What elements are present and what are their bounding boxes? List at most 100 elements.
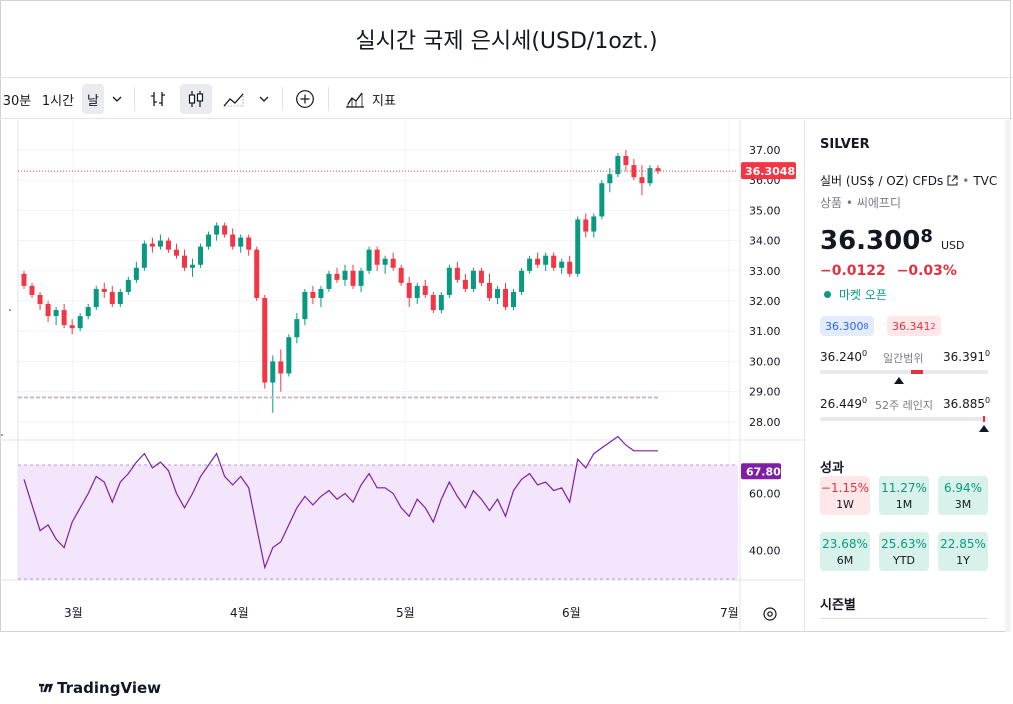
candle bbox=[198, 246, 204, 265]
candle bbox=[294, 319, 300, 338]
performance-value: 23.68% bbox=[822, 536, 868, 551]
candle bbox=[430, 294, 436, 311]
candle bbox=[165, 240, 171, 250]
day-high-value: 36.391 bbox=[943, 350, 985, 364]
chart-settings-gear-icon[interactable] bbox=[763, 607, 777, 621]
time-axis-label: 4월 bbox=[230, 606, 249, 620]
performance-period: 6M bbox=[836, 553, 854, 567]
candle bbox=[149, 243, 155, 247]
candle bbox=[494, 288, 500, 298]
symbol-sub-category[interactable]: 씨에프디 bbox=[856, 196, 901, 210]
page-title: 실시간 국제 은시세(USD/1ozt.) bbox=[0, 0, 1013, 78]
interval-1h-button[interactable]: 1시간 bbox=[41, 93, 75, 109]
candle bbox=[575, 219, 581, 274]
performance-period: 3M bbox=[954, 497, 972, 511]
candle bbox=[278, 361, 284, 374]
candle bbox=[599, 183, 605, 217]
candle bbox=[503, 288, 509, 308]
ask-value: 36.341 bbox=[892, 319, 931, 333]
candle bbox=[382, 258, 388, 265]
candle bbox=[607, 174, 613, 184]
candle bbox=[157, 240, 163, 247]
performance-title: 성과 bbox=[820, 461, 844, 476]
candle bbox=[334, 273, 340, 280]
bar-chart-icon[interactable] bbox=[142, 84, 174, 114]
area-chart-icon[interactable] bbox=[218, 84, 250, 114]
candle bbox=[406, 282, 412, 298]
chart-type-chevron-down-icon[interactable] bbox=[254, 84, 274, 114]
candle bbox=[141, 243, 147, 268]
candle bbox=[254, 249, 260, 298]
indicators-icon bbox=[346, 92, 365, 108]
ask-chip[interactable]: 36.341 2 bbox=[887, 316, 941, 336]
performance-cell-6m[interactable]: 23.68% 6M bbox=[820, 532, 870, 571]
performance-period: YTD bbox=[893, 553, 915, 567]
performance-cell-1w[interactable]: −1.15% 1W bbox=[820, 476, 870, 515]
last-price-sup: 8 bbox=[920, 226, 933, 247]
week52-high-sup: 0 bbox=[985, 396, 991, 405]
performance-value: 25.63% bbox=[881, 536, 927, 551]
day-range-label: 일간범위 bbox=[883, 352, 924, 365]
tradingview-logo-icon bbox=[39, 683, 54, 693]
candle bbox=[45, 304, 51, 317]
external-link-icon[interactable] bbox=[947, 175, 958, 186]
candle bbox=[527, 258, 533, 271]
candle bbox=[358, 270, 364, 286]
candle bbox=[366, 249, 372, 271]
candle bbox=[655, 168, 661, 172]
performance-period: 1W bbox=[836, 497, 854, 511]
price-axis-label: 33.00 bbox=[749, 265, 781, 278]
performance-value: 6.94% bbox=[943, 480, 983, 495]
candle bbox=[511, 291, 517, 308]
symbol-category[interactable]: 상품 bbox=[820, 196, 843, 210]
price-axis-label: 31.00 bbox=[749, 325, 781, 338]
performance-cell-1m[interactable]: 11.27% 1M bbox=[879, 476, 929, 515]
candle bbox=[422, 285, 428, 295]
week52-range-bar bbox=[820, 417, 988, 421]
candle bbox=[318, 288, 324, 298]
price-change: −0.0122 −0.03% bbox=[820, 263, 957, 279]
candle-chart-icon[interactable] bbox=[180, 84, 212, 114]
interval-dropdown-chevron-down-icon[interactable] bbox=[108, 84, 126, 114]
chart-toolbar: 30분 1시간 날 지표 bbox=[0, 79, 1013, 119]
price-chart[interactable]: 37.00 36.00 35.00 34.00 33.00 32.00 31.00 30.00… bbox=[0, 120, 803, 704]
day-high: 36.3910 bbox=[943, 349, 990, 364]
tradingview-watermark[interactable]: TradingView bbox=[33, 672, 161, 704]
dot-separator: • bbox=[845, 196, 857, 210]
candle bbox=[519, 270, 525, 292]
indicators-button[interactable]: 지표 bbox=[338, 84, 402, 114]
symbol-source[interactable]: TVC bbox=[973, 173, 998, 188]
symbol-name[interactable]: 실버 (US$ / OZ) CFDs bbox=[820, 174, 944, 188]
candle-series bbox=[18, 150, 738, 413]
symbol-category-line: 상품 • 씨에프디 bbox=[820, 194, 901, 211]
add-compare-icon[interactable] bbox=[290, 84, 320, 114]
candle bbox=[69, 325, 75, 329]
side-panel-scrollbar[interactable] bbox=[1005, 120, 1011, 632]
day-range-marker-icon bbox=[894, 377, 905, 384]
week52-low-sup: 0 bbox=[862, 396, 868, 405]
performance-cell-3m[interactable]: 6.94% 3M bbox=[938, 476, 988, 515]
market-status-text: 마켓 오픈 bbox=[839, 288, 887, 302]
week52-low: 26.4490 bbox=[820, 396, 867, 411]
bid-chip[interactable]: 36.300 8 bbox=[820, 316, 874, 336]
week52-range-marker-icon bbox=[978, 425, 989, 432]
price-change-abs: −0.0122 bbox=[820, 263, 886, 279]
candle bbox=[478, 270, 484, 283]
price-axis-label: 35.00 bbox=[749, 204, 781, 217]
interval-day-button[interactable]: 날 bbox=[82, 84, 104, 114]
candle bbox=[414, 285, 420, 298]
candle bbox=[117, 291, 123, 305]
performance-value: 11.27% bbox=[881, 480, 927, 495]
price-axis-label: 29.00 bbox=[749, 386, 781, 399]
candle bbox=[133, 267, 139, 280]
day-range-fill bbox=[911, 370, 924, 374]
toolbar-divider bbox=[134, 87, 135, 111]
candle bbox=[101, 288, 107, 292]
time-axis-label: 5월 bbox=[396, 606, 415, 620]
performance-cell-ytd[interactable]: 25.63% YTD bbox=[879, 532, 929, 571]
chart-canvas[interactable]: 37.0036.0035.0034.0033.0032.0031.0030.00… bbox=[0, 120, 803, 632]
interval-30m-button[interactable]: 30분 bbox=[2, 93, 32, 109]
candle bbox=[29, 285, 35, 295]
seasonals-title: 시즌별 bbox=[820, 598, 856, 613]
performance-cell-1y[interactable]: 22.85% 1Y bbox=[938, 532, 988, 571]
